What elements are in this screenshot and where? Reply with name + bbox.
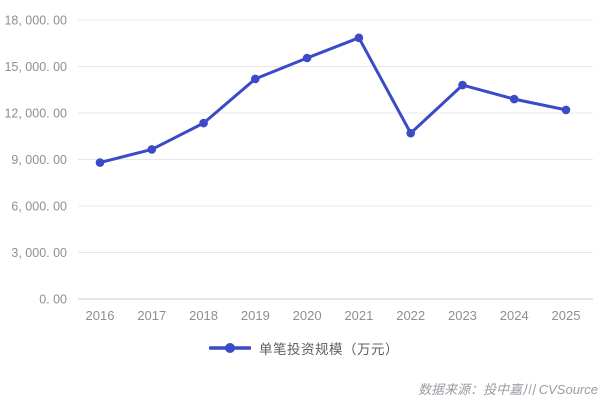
- y-axis-tick-label: 18, 000. 00: [4, 14, 67, 28]
- x-axis-tick-label: 2017: [137, 308, 166, 323]
- data-point[interactable]: [509, 94, 519, 104]
- data-point[interactable]: [251, 74, 260, 84]
- legend-marker-icon: [209, 343, 251, 353]
- data-source-note: 数据来源：投中嘉川 CVSource: [418, 382, 598, 397]
- x-axis-tick-label: 2016: [86, 308, 115, 323]
- data-point[interactable]: [147, 145, 157, 154]
- data-point[interactable]: [354, 33, 364, 43]
- legend-dot-icon: [225, 343, 235, 353]
- y-axis-tick-label: 3, 000. 00: [11, 246, 67, 260]
- data-point[interactable]: [199, 118, 208, 128]
- x-axis-tick-label: 2021: [344, 308, 373, 323]
- data-point[interactable]: [302, 53, 312, 63]
- data-point[interactable]: [406, 128, 416, 138]
- data-point[interactable]: [458, 80, 467, 90]
- data-point[interactable]: [561, 105, 571, 115]
- y-axis-tick-label: 12, 000. 00: [4, 107, 67, 121]
- x-axis-tick-label: 2020: [293, 308, 322, 323]
- y-axis-tick-label: 15, 000. 00: [4, 60, 67, 74]
- x-axis-tick-label: 2019: [241, 308, 270, 323]
- x-axis-tick-label: 2022: [396, 308, 425, 323]
- legend: 单笔投资规模（万元）: [0, 338, 608, 358]
- y-axis-tick-label: 9, 000. 00: [11, 153, 67, 167]
- x-axis-tick-label: 2024: [500, 308, 529, 323]
- x-axis-tick-label: 2023: [448, 308, 477, 323]
- x-axis-tick-label: 2025: [552, 308, 581, 323]
- legend-item[interactable]: 单笔投资规模（万元）: [209, 338, 399, 358]
- legend-label: 单笔投资规模（万元）: [259, 342, 399, 357]
- y-axis-tick-label: 0. 00: [39, 293, 67, 307]
- series-line: [98, 36, 568, 165]
- y-axis-tick-label: 6, 000. 00: [11, 200, 67, 214]
- x-axis-tick-label: 2018: [189, 308, 218, 323]
- data-point[interactable]: [95, 158, 105, 167]
- line-chart: 0. 00 3, 000. 00 6, 000. 00 9, 000. 00 12, 0…: [4, 14, 593, 323]
